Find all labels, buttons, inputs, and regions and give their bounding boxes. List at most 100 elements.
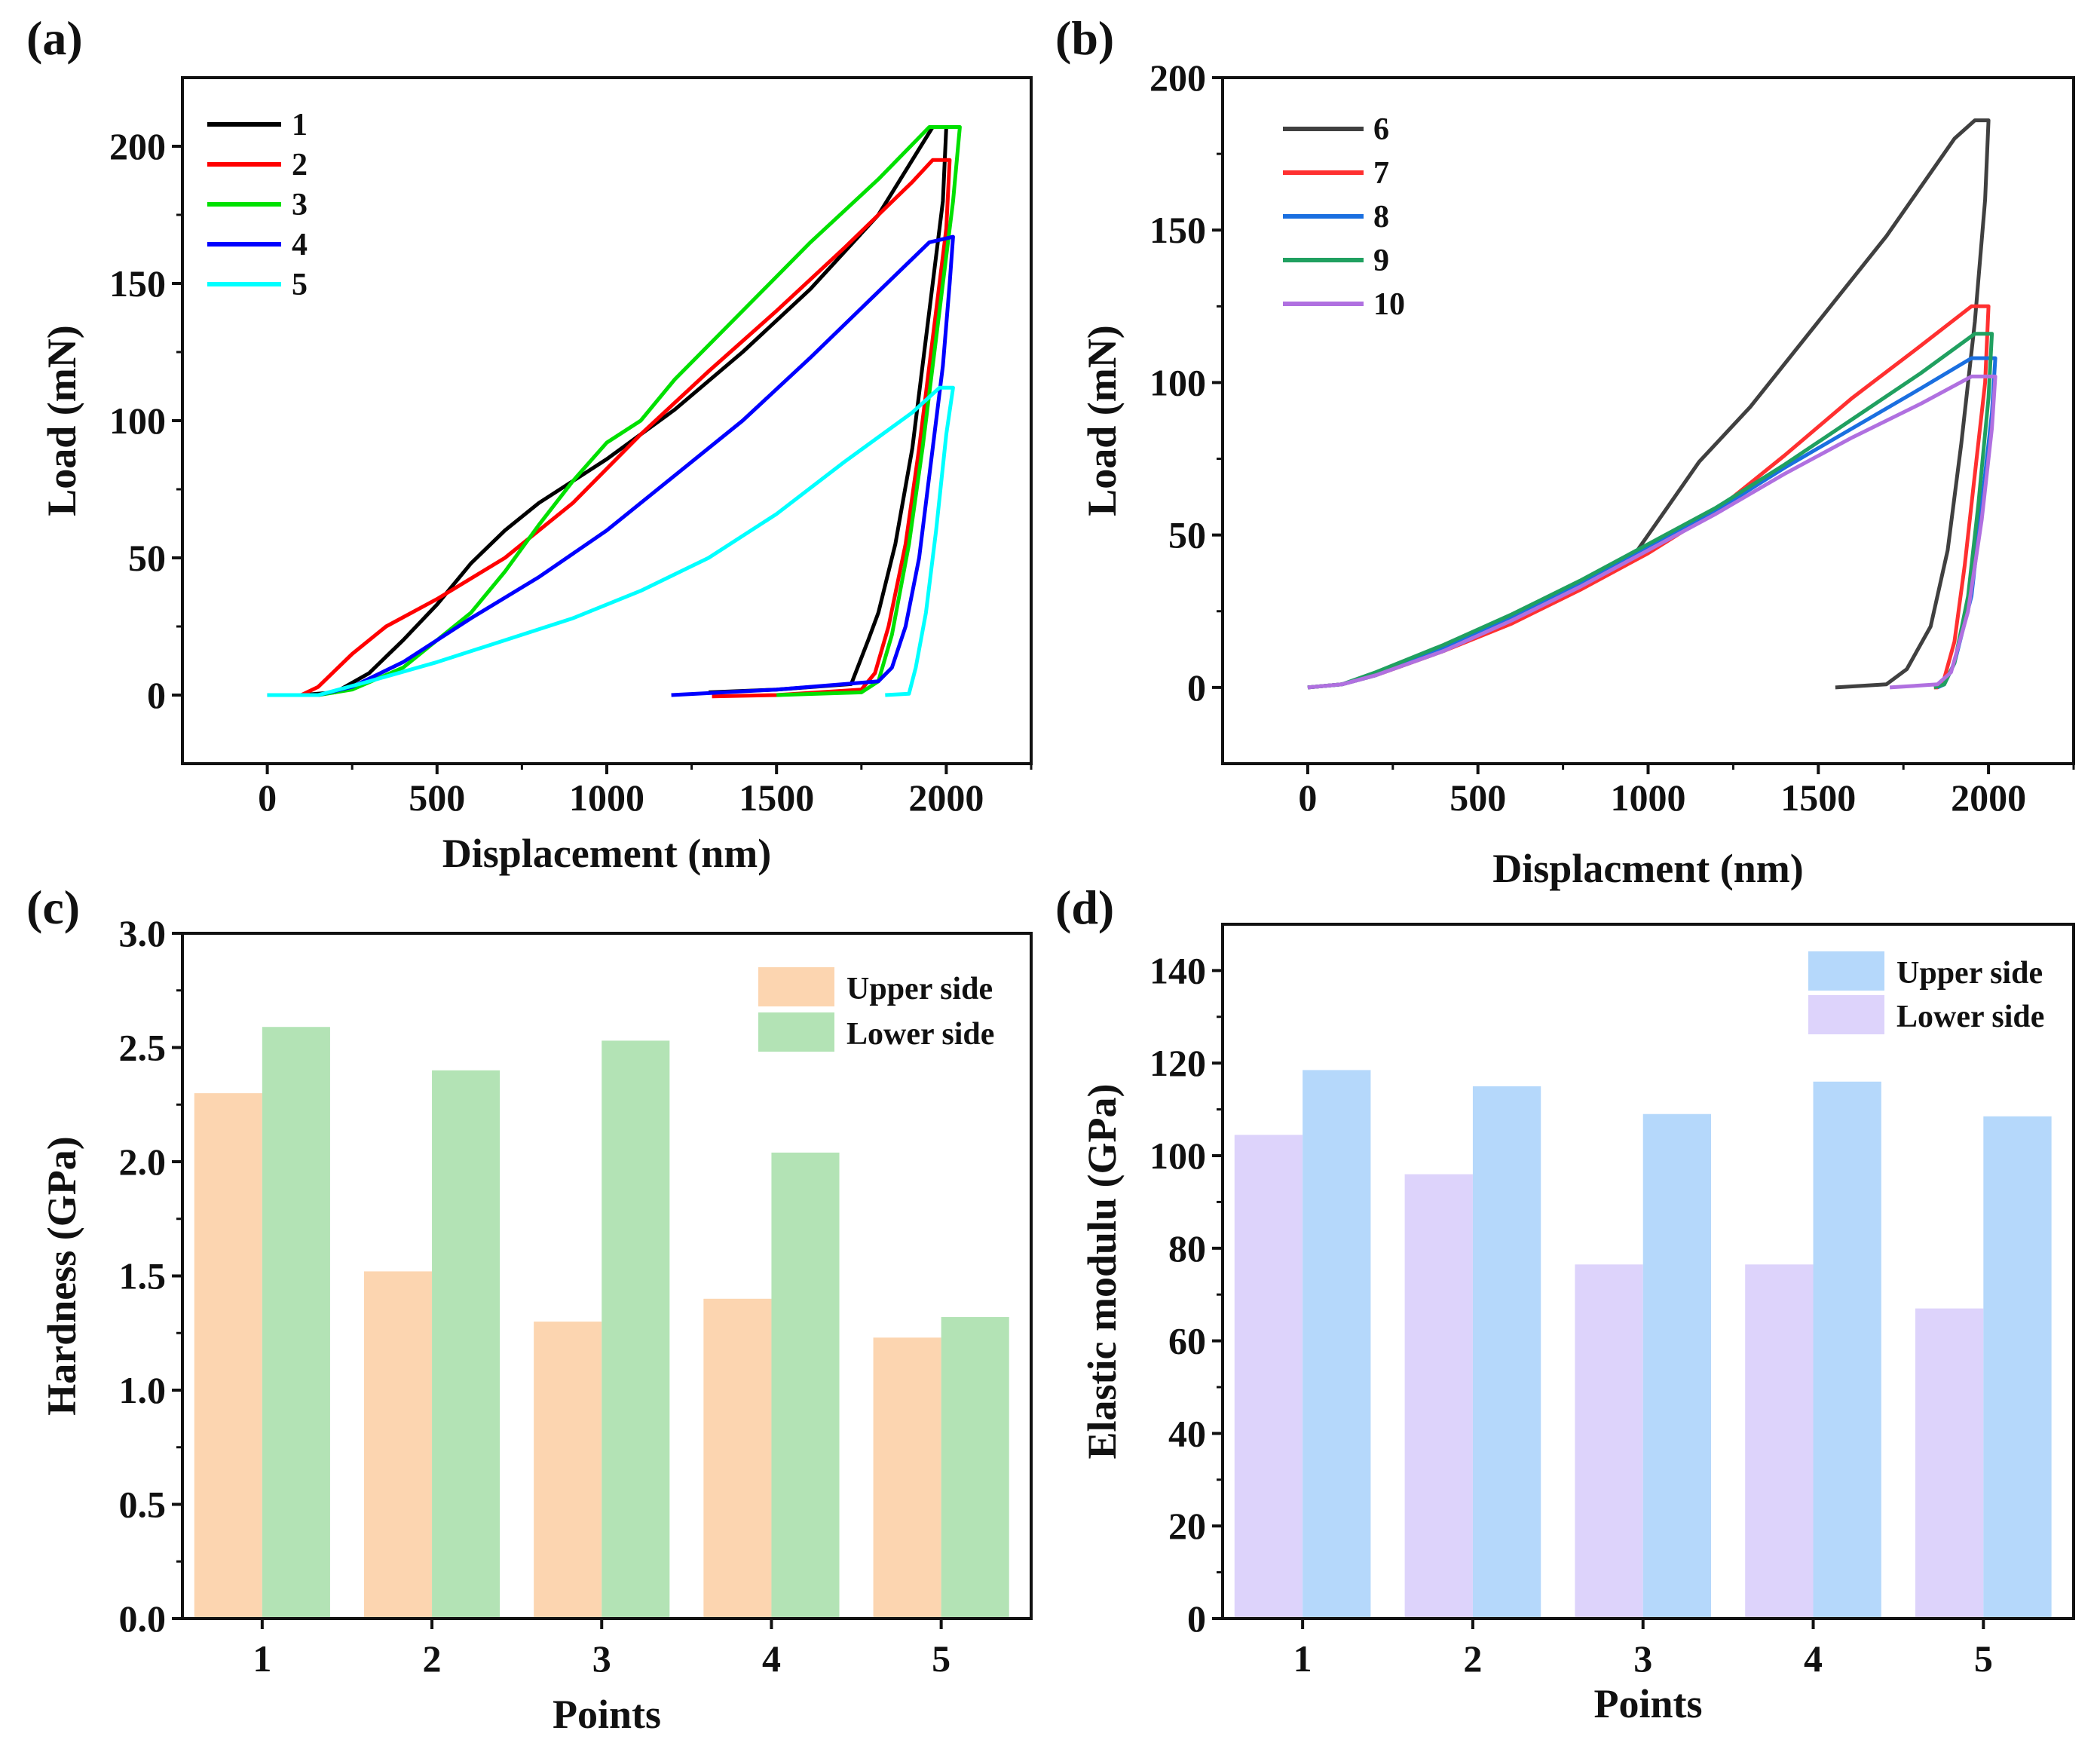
bar-lower-side-4: [1745, 1264, 1814, 1619]
bar-lower-side-3: [602, 1040, 670, 1619]
y-tick-label: 1.0: [119, 1369, 167, 1411]
series-line-2: [267, 158, 952, 699]
bar-upper-side-5: [1983, 1116, 2052, 1619]
series-line-3: [267, 125, 962, 697]
legend-label: 9: [1373, 244, 1389, 278]
y-tick-label: 0.5: [119, 1484, 167, 1526]
bar-lower-side-1: [262, 1027, 330, 1619]
x-tick-label: 2000: [908, 776, 984, 819]
bar-upper-side-1: [1303, 1070, 1371, 1619]
x-tick-label: 2000: [1951, 776, 2026, 819]
bar-lower-side-3: [1575, 1264, 1643, 1619]
y-axis-title: Load (mN): [1079, 325, 1125, 516]
bar-upper-side-5: [873, 1337, 941, 1619]
legend-label: Lower side: [1896, 1000, 2044, 1034]
curves: [1307, 118, 1997, 690]
panel-d: (d) 0 20 40 60 80 100 120 140 1 2 3 4 5 Points Elastic …: [1055, 881, 2075, 1726]
series-line-9: [1307, 332, 1994, 690]
y-tick-label: 150: [1149, 209, 1206, 251]
bar-lower-side-5: [1915, 1308, 1984, 1619]
panel-c: (c) 0.0 0.5 1.0 1.5 2.0 2.5 3.0 1 2 3 4 5 Points Hardn…: [26, 881, 1033, 1737]
bar-upper-side-3: [534, 1322, 602, 1619]
legend: Upper side Lower side: [1808, 951, 2044, 1034]
legend-label: 6: [1373, 112, 1389, 147]
series-line-4: [267, 234, 955, 697]
x-tick-label: 1000: [1611, 776, 1686, 819]
x-tick-label: 4: [762, 1637, 781, 1680]
x-axis-title: Displacment (nm): [1492, 846, 1803, 891]
bar-lower-side-5: [941, 1317, 1009, 1619]
y-axis-title: Hardness (GPa): [39, 1136, 84, 1416]
bar-upper-side-1: [194, 1093, 262, 1619]
x-tick-label: 1: [253, 1637, 271, 1680]
x-tick-label: 0: [258, 776, 277, 819]
y-tick-label: 2.0: [119, 1141, 167, 1183]
y-tick-label: 100: [1149, 361, 1206, 403]
y-tick-label: 40: [1168, 1412, 1206, 1454]
series-line-1: [267, 125, 948, 697]
x-tick-label: 4: [1804, 1637, 1823, 1680]
y-tick-label: 200: [1149, 57, 1206, 99]
legend-label: Lower side: [846, 1017, 994, 1052]
bar-upper-side-2: [1472, 1086, 1541, 1619]
bar-lower-side-2: [432, 1070, 501, 1619]
x-tick-label: 2: [1463, 1637, 1482, 1680]
y-tick-label: 50: [1168, 514, 1206, 556]
series-line-6: [1307, 118, 1991, 690]
legend-swatch: [1808, 995, 1884, 1034]
y-tick-label: 0.0: [119, 1597, 167, 1640]
bar-lower-side-2: [1404, 1174, 1473, 1619]
legend-label: 5: [292, 268, 308, 302]
plot-frame: [1221, 923, 2075, 1620]
y-axis-title: Elastic modulu (GPa): [1079, 1083, 1125, 1459]
legend-swatch: [1808, 951, 1884, 991]
bar-upper-side-4: [703, 1298, 772, 1619]
x-axis-title: Points: [553, 1692, 661, 1737]
legend: 6 7 8 9 10: [1283, 112, 1405, 322]
y-tick-label: 0: [1187, 666, 1206, 709]
y-tick-label: 50: [128, 537, 166, 579]
x-tick-label: 1500: [1780, 776, 1856, 819]
bar-upper-side-2: [363, 1271, 433, 1619]
y-tick-label: 140: [1149, 949, 1206, 991]
legend-swatch: [758, 967, 834, 1006]
legend-swatch: [758, 1012, 834, 1052]
x-tick-label: 3: [592, 1637, 611, 1680]
x-axis-title: Points: [1593, 1681, 1702, 1726]
curves: [267, 125, 962, 699]
x-tick-label: 1: [1293, 1637, 1312, 1680]
legend: Upper side Lower side: [758, 967, 994, 1052]
series-line-7: [1307, 304, 1991, 690]
y-tick-label: 0: [1187, 1597, 1206, 1640]
y-tick-label: 100: [1149, 1135, 1206, 1177]
y-tick-label: 120: [1149, 1042, 1206, 1084]
y-tick-label: 0: [147, 674, 166, 716]
bar-upper-side-4: [1813, 1081, 1881, 1619]
y-tick-label: 2.5: [119, 1027, 167, 1069]
y-tick-label: 80: [1168, 1227, 1206, 1270]
legend-label: Upper side: [846, 972, 993, 1006]
bar-upper-side-3: [1642, 1113, 1712, 1619]
x-axis-title: Displacement (nm): [442, 831, 771, 876]
series-line-5: [267, 385, 955, 697]
series-line-10: [1307, 374, 1997, 690]
panel-label: (c): [26, 881, 80, 934]
y-tick-label: 20: [1168, 1505, 1206, 1547]
bar-lower-side-4: [771, 1152, 840, 1619]
x-tick-label: 0: [1298, 776, 1317, 819]
x-tick-label: 500: [1449, 776, 1506, 819]
legend-label: Upper side: [1896, 956, 2043, 991]
y-tick-label: 150: [109, 262, 166, 305]
legend-label: 10: [1373, 287, 1405, 322]
panel-label: (a): [26, 11, 83, 65]
panel-label: (b): [1055, 11, 1114, 65]
y-tick-label: 200: [109, 125, 166, 167]
x-tick-label: 1000: [569, 776, 644, 819]
x-tick-label: 5: [1974, 1637, 1993, 1680]
bar-lower-side-1: [1234, 1135, 1303, 1619]
x-tick-label: 3: [1633, 1637, 1652, 1680]
panel-label: (d): [1055, 881, 1114, 934]
